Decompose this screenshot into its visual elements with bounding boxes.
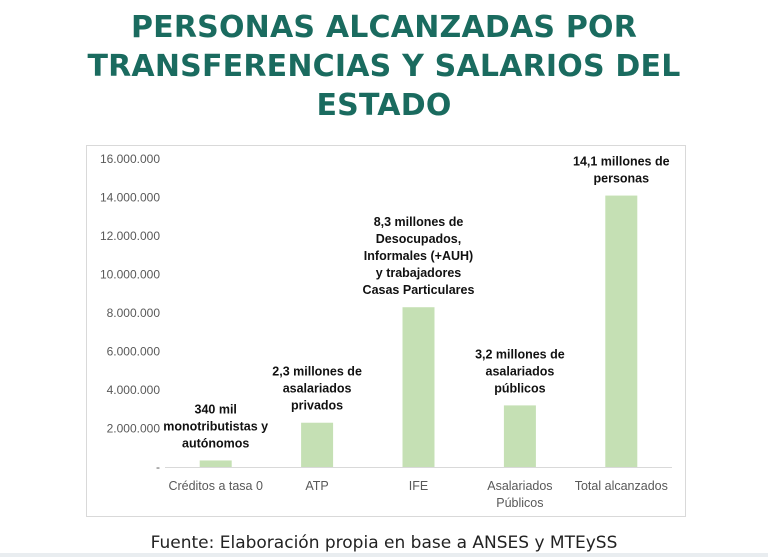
chart-title: PERSONAS ALCANZADAS POR TRANSFERENCIAS Y… bbox=[0, 8, 768, 125]
data-label: y trabajadores bbox=[376, 266, 462, 280]
data-label: Desocupados, bbox=[376, 232, 461, 246]
data-label: 8,3 millones de bbox=[374, 215, 464, 229]
x-tick-label: Total alcanzados bbox=[575, 479, 668, 493]
x-tick-label: ATP bbox=[305, 479, 328, 493]
bar bbox=[301, 422, 334, 467]
y-tick-label: 2.000.000 bbox=[107, 422, 161, 436]
data-label: 14,1 millones de bbox=[573, 155, 670, 169]
title-line-3: ESTADO bbox=[316, 88, 452, 123]
bar bbox=[605, 195, 638, 467]
y-tick-label: 12.000.000 bbox=[100, 229, 160, 243]
data-label: 3,2 millones de bbox=[475, 347, 565, 361]
data-label: asalariados bbox=[486, 364, 555, 378]
x-tick-label: Créditos a tasa 0 bbox=[168, 479, 263, 493]
bottom-strip bbox=[0, 553, 768, 557]
data-label: Casas Particulares bbox=[363, 283, 475, 297]
x-tick-label: IFE bbox=[409, 479, 428, 493]
source-note: Fuente: Elaboración propia en base a ANS… bbox=[150, 533, 618, 553]
data-label: monotributistas y bbox=[163, 419, 268, 433]
x-tick-label: Públicos bbox=[496, 496, 543, 510]
y-tick-label: 10.000.000 bbox=[100, 268, 160, 282]
chart-area bbox=[86, 145, 686, 517]
data-label: autónomos bbox=[182, 436, 249, 450]
title-line-2: TRANSFERENCIAS Y SALARIOS DEL bbox=[87, 49, 681, 84]
bar bbox=[503, 405, 536, 467]
y-tick-label: 4.000.000 bbox=[107, 383, 161, 397]
title-line-1: PERSONAS ALCANZADAS POR bbox=[130, 10, 638, 45]
y-tick-label: 6.000.000 bbox=[107, 345, 161, 359]
bar bbox=[199, 460, 232, 467]
data-label: 2,3 millones de bbox=[272, 365, 362, 379]
y-tick-label: 14.000.000 bbox=[100, 191, 160, 205]
y-tick-label: 8.000.000 bbox=[107, 306, 161, 320]
data-label: personas bbox=[594, 172, 650, 186]
y-tick-label: 16.000.000 bbox=[100, 152, 160, 166]
data-label: 340 mil bbox=[195, 402, 237, 416]
y-tick-label: - bbox=[156, 460, 160, 474]
data-label: públicos bbox=[494, 381, 545, 395]
x-tick-label: Asalariados bbox=[487, 479, 552, 493]
data-label: asalariados bbox=[283, 382, 352, 396]
bar bbox=[402, 307, 435, 467]
data-label: privados bbox=[291, 399, 343, 413]
data-label: Informales (+AUH) bbox=[364, 249, 473, 263]
